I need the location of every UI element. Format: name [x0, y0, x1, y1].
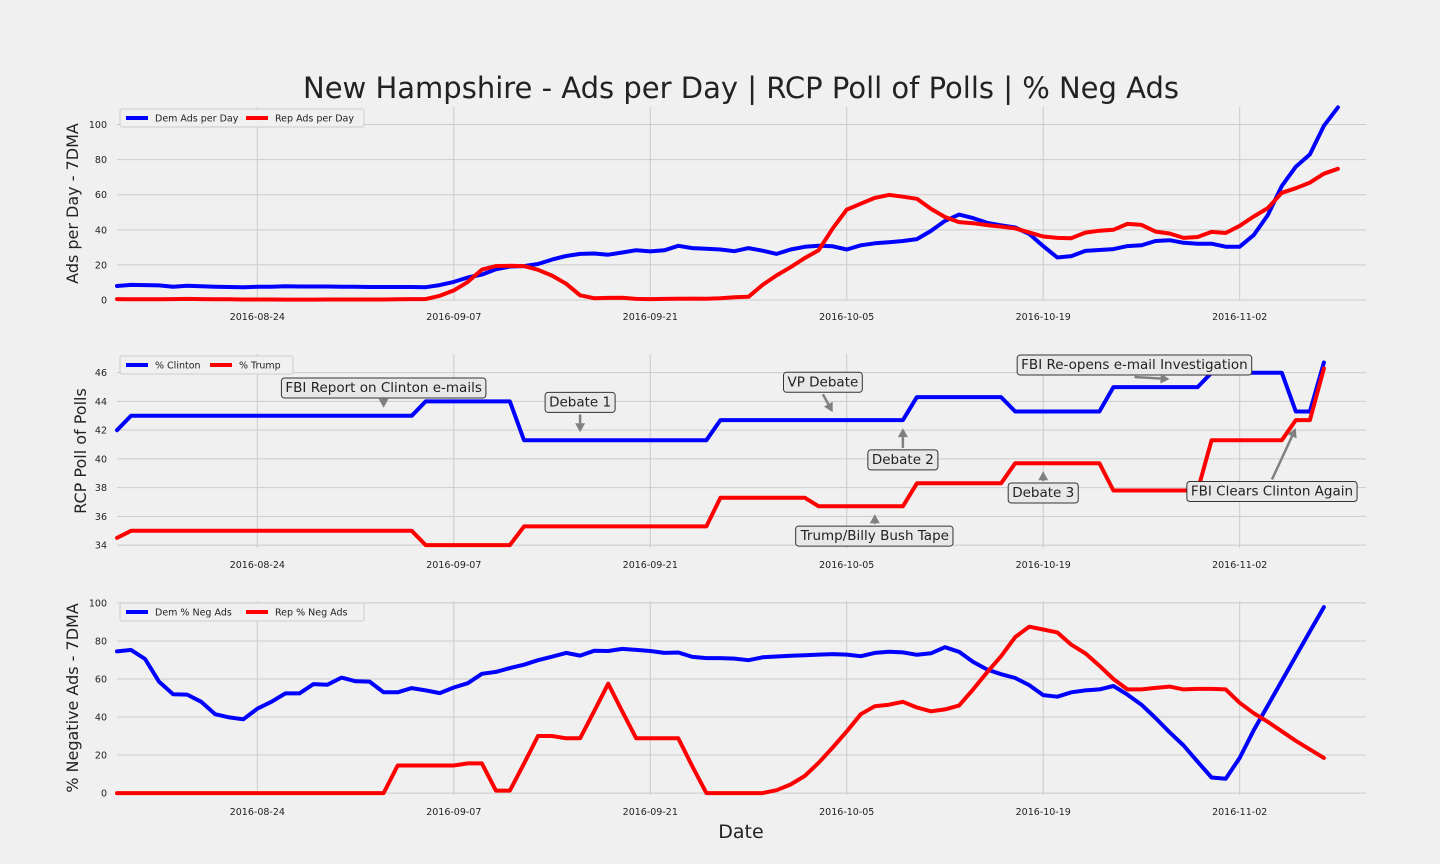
x-tick-label: 2016-09-21	[623, 560, 678, 571]
y-tick-label: 40	[95, 225, 107, 236]
annotation: Debate 1	[545, 392, 615, 432]
y-tick-label: 100	[89, 120, 107, 131]
x-tick-label: 2016-09-07	[426, 312, 481, 323]
x-tick-label: 2016-10-19	[1016, 560, 1071, 571]
x-tick-label: 2016-10-05	[819, 560, 874, 571]
series-line-dem-neg-ads	[117, 607, 1324, 779]
annotation-arrow	[1134, 377, 1160, 378]
chart-panel-1: 0 20 40 60 80 100 2016-08-24 2016-09-07 2016-09-…	[63, 107, 1366, 323]
series-line-rep-ads-per-day	[117, 169, 1338, 300]
annotation-label: VP Debate	[787, 374, 858, 390]
figure-title: New Hampshire - Ads per Day | RCP Poll o…	[303, 71, 1179, 105]
y-tick-label: 40	[95, 713, 107, 724]
y-tick-label: 20	[95, 260, 107, 271]
chart-panel-2: 34 36 38 40 42 44 46 2016-08-24 2016-09-07 2016-0…	[71, 354, 1366, 571]
y-tick-label: 34	[95, 541, 107, 552]
x-tick-label: 2016-08-24	[230, 560, 285, 571]
x-tick-label: 2016-09-21	[623, 807, 678, 818]
y-tick-label: 80	[95, 636, 107, 647]
x-tick-label: 2016-09-07	[426, 807, 481, 818]
x-tick-label: 2016-10-05	[819, 807, 874, 818]
y-axis-label: RCP Poll of Polls	[71, 388, 90, 514]
legend: Dem % Neg Ads Rep % Neg Ads	[120, 603, 364, 621]
annotation-arrowhead	[575, 423, 585, 432]
y-tick-label: 60	[95, 190, 107, 201]
x-tick-label: 2016-11-02	[1212, 560, 1267, 571]
y-axis-label: % Negative Ads - 7DMA	[63, 603, 82, 793]
annotation: Debate 3	[1008, 471, 1078, 503]
legend-label: Rep % Neg Ads	[275, 608, 347, 619]
annotation-label: Trump/Billy Bush Tape	[800, 528, 949, 544]
chart-panel-3: 0 20 40 60 80 100 2016-08-24 2016-09-07 2016-09-…	[63, 598, 1366, 818]
annotation-label: FBI Re-opens e-mail Investigation	[1021, 357, 1248, 373]
annotation-arrowhead	[898, 428, 908, 437]
y-tick-label: 60	[95, 674, 107, 685]
series-line-rep-neg-ads	[117, 627, 1324, 793]
y-tick-label: 46	[95, 368, 107, 379]
x-tick-label: 2016-08-24	[230, 312, 285, 323]
y-tick-label: 100	[89, 598, 107, 609]
annotation: VP Debate	[783, 372, 862, 412]
series-line-dem-ads-per-day	[117, 107, 1338, 287]
annotation: FBI Re-opens e-mail Investigation	[1017, 355, 1252, 383]
annotation-arrow	[1272, 436, 1292, 479]
legend: % Clinton % Trump	[120, 356, 293, 374]
x-tick-label: 2016-09-21	[623, 312, 678, 323]
x-tick-label: 2016-08-24	[230, 807, 285, 818]
legend-label: % Clinton	[155, 361, 201, 372]
annotation-arrow	[823, 394, 828, 404]
x-tick-label: 2016-10-19	[1016, 807, 1071, 818]
y-tick-label: 36	[95, 512, 107, 523]
y-tick-label: 40	[95, 454, 107, 465]
legend: Dem Ads per Day Rep Ads per Day	[120, 109, 364, 127]
legend-label: Rep Ads per Day	[275, 114, 354, 125]
y-tick-label: 38	[95, 483, 107, 494]
y-tick-label: 42	[95, 426, 107, 437]
x-axis-label: Date	[718, 821, 763, 843]
x-tick-label: 2016-09-07	[426, 560, 481, 571]
y-axis-label: Ads per Day - 7DMA	[63, 123, 82, 284]
y-tick-label: 44	[95, 397, 107, 408]
x-tick-label: 2016-11-02	[1212, 807, 1267, 818]
annotation-label: Debate 3	[1012, 485, 1074, 501]
legend-label: % Trump	[239, 361, 281, 372]
y-tick-label: 20	[95, 751, 107, 762]
y-tick-label: 0	[101, 296, 107, 307]
annotation-label: FBI Clears Clinton Again	[1191, 484, 1353, 500]
x-tick-label: 2016-10-05	[819, 312, 874, 323]
annotation-label: Debate 1	[549, 394, 611, 410]
annotation-label: Debate 2	[872, 452, 934, 468]
y-tick-label: 0	[101, 789, 107, 800]
annotation-label: FBI Report on Clinton e-mails	[285, 380, 481, 396]
legend-label: Dem % Neg Ads	[155, 608, 232, 619]
annotation-arrowhead	[1038, 471, 1048, 480]
legend-label: Dem Ads per Day	[155, 114, 239, 125]
annotation-arrowhead	[379, 399, 389, 408]
annotation: Debate 2	[868, 428, 938, 470]
annotation: Trump/Billy Bush Tape	[796, 514, 953, 546]
x-tick-label: 2016-10-19	[1016, 312, 1071, 323]
y-tick-label: 80	[95, 155, 107, 166]
x-tick-label: 2016-11-02	[1212, 312, 1267, 323]
annotation-arrowhead	[870, 514, 880, 523]
